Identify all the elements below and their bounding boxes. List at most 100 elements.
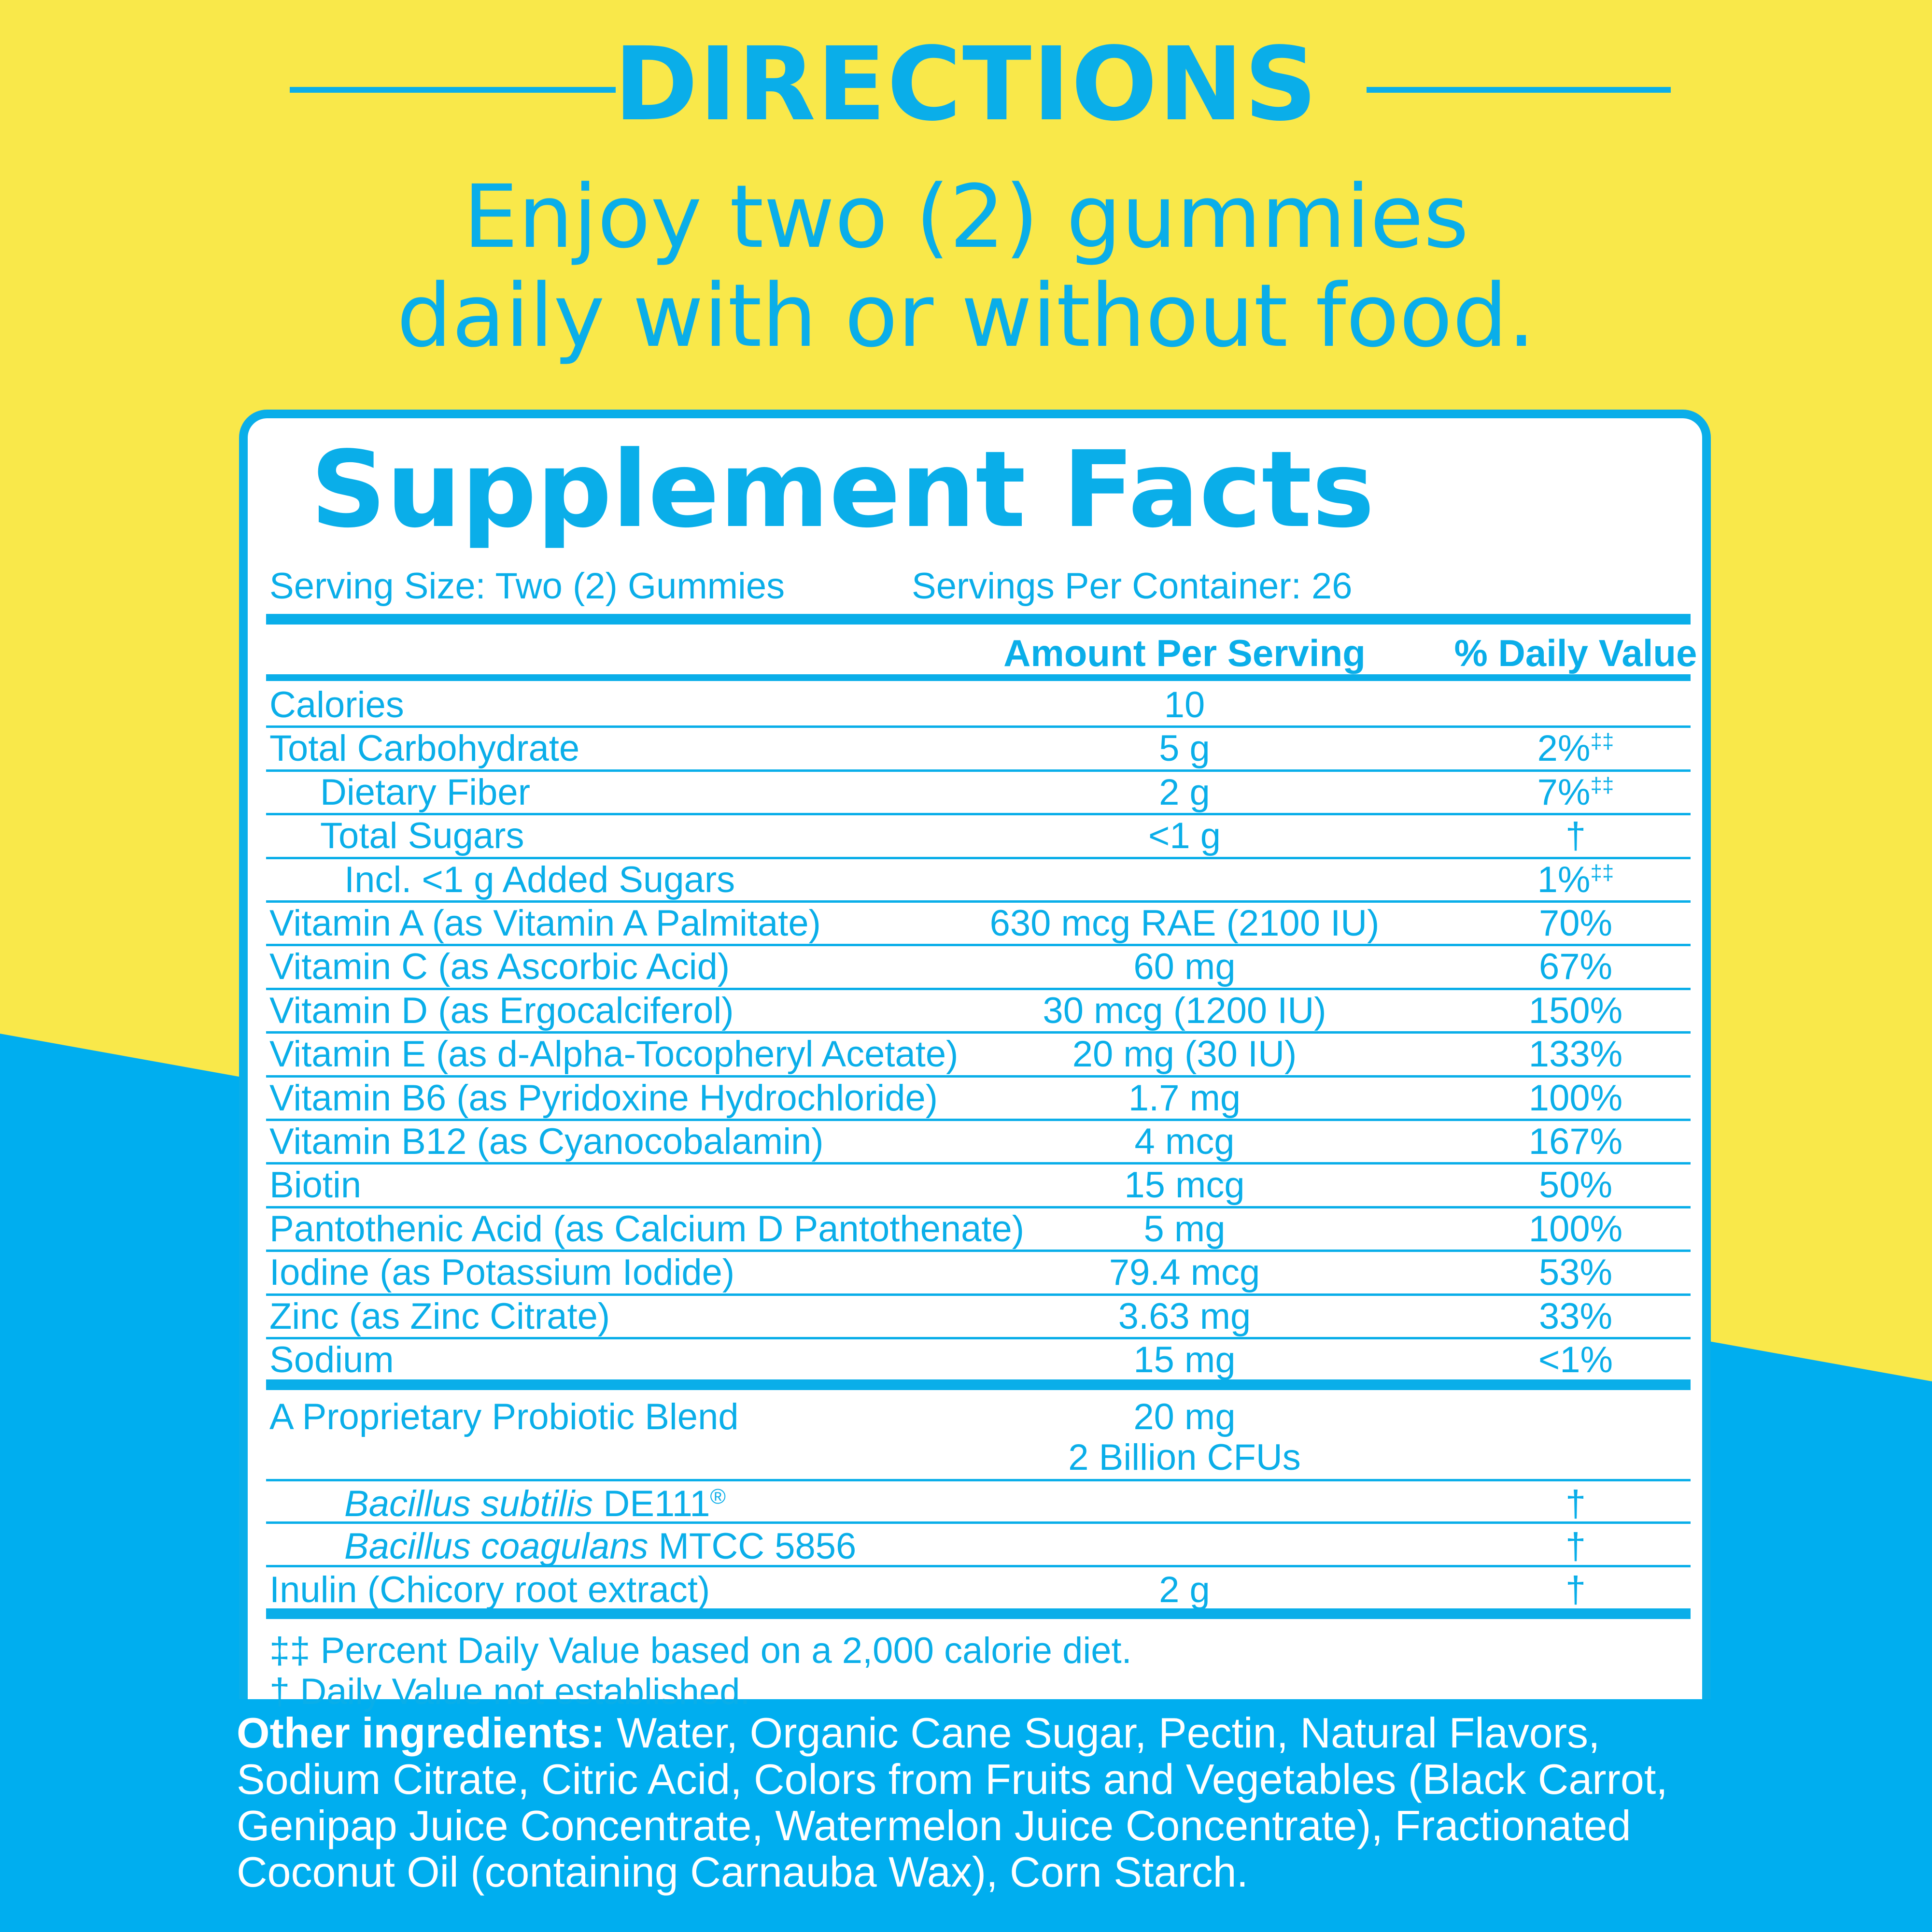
daily-value-number: 150%	[1528, 990, 1623, 1031]
nutrient-name: Incl. <1 g Added Sugars	[344, 859, 735, 900]
nutrient-name: Vitamin D (as Ergocalciferol)	[269, 990, 734, 1031]
strain-coagulans-species: Bacillus coagulans	[344, 1526, 649, 1567]
strain-subtilis: Bacillus subtilis DE111®	[344, 1486, 726, 1522]
divider	[266, 1565, 1691, 1568]
nutrient-name: Total Sugars	[320, 815, 524, 857]
daily-value-number: 133%	[1528, 1034, 1623, 1075]
nutrient-daily-value: 7%‡‡	[1431, 774, 1720, 811]
inulin-name: Inulin (Chicory root extract)	[269, 1569, 710, 1611]
divider	[266, 1162, 1691, 1165]
divider	[266, 1031, 1691, 1034]
inulin-dv: †	[1565, 1569, 1586, 1611]
nutrient-amount: 3.63 mg	[1118, 1295, 1251, 1337]
divider-thick	[266, 614, 1691, 625]
directions-line-1: Enjoy two (2) gummies	[463, 167, 1469, 268]
other-ingredients-label: Other ingredients:	[237, 1709, 605, 1757]
other-ingredients-text: Water, Organic Cane Sugar, Pectin, Natur…	[237, 1709, 1668, 1896]
daily-value-number: 33%	[1538, 1295, 1613, 1337]
nutrient-amount: <1 g	[1148, 815, 1221, 857]
nutrient-name: Vitamin E (as d-Alpha-Tocopheryl Acetate…	[269, 1034, 959, 1075]
column-header-amount: Amount Per Serving	[1003, 632, 1366, 674]
nutrient-name: Vitamin B12 (as Cyanocobalamin)	[269, 1121, 824, 1162]
daily-value-number: 167%	[1528, 1121, 1623, 1162]
divider	[266, 944, 1691, 947]
nutrient-amount: 5 g	[1159, 728, 1210, 769]
blend-amount: 20 mg	[1133, 1396, 1236, 1438]
nutrient-amount: 630 mcg RAE (2100 IU)	[989, 903, 1380, 944]
directions-title: DIRECTIONS	[614, 25, 1318, 143]
nutrient-name: Total Carbohydrate	[269, 728, 580, 769]
double-dagger-mark: ‡‡	[1590, 729, 1614, 753]
daily-value-number: †	[1565, 815, 1586, 857]
nutrient-amount: 5 mg	[1143, 1208, 1226, 1250]
nutrient-amount: 79.4 mcg	[1109, 1252, 1260, 1293]
strain-subtilis-code: DE111	[593, 1483, 710, 1525]
nutrient-amount: 60 mg	[1133, 946, 1236, 988]
nutrient-amount: 10	[1164, 684, 1205, 725]
divider	[266, 813, 1691, 816]
daily-value-number: 7%	[1537, 771, 1591, 813]
divider	[266, 725, 1691, 728]
serving-size: Serving Size: Two (2) Gummies	[269, 566, 785, 607]
nutrient-daily-value: 100%	[1431, 1208, 1720, 1250]
divider	[266, 900, 1691, 903]
daily-value-number: 50%	[1538, 1165, 1613, 1206]
nutrient-daily-value: <1%	[1431, 1342, 1720, 1378]
nutrient-daily-value: 167%	[1431, 1123, 1720, 1160]
daily-value-number: 100%	[1528, 1077, 1623, 1119]
registered-mark: ®	[710, 1485, 726, 1509]
nutrient-name: Vitamin A (as Vitamin A Palmitate)	[269, 903, 821, 944]
daily-value-number: 70%	[1538, 903, 1613, 944]
daily-value-number: <1%	[1538, 1339, 1613, 1380]
divider-thick	[266, 1608, 1691, 1619]
divider-header	[266, 674, 1691, 681]
directions-rule-left	[290, 87, 616, 93]
nutrient-daily-value: †	[1431, 818, 1720, 854]
daily-value-number: 100%	[1528, 1208, 1623, 1250]
nutrient-name: Iodine (as Potassium Iodide)	[269, 1252, 735, 1293]
nutrient-daily-value: 50%	[1431, 1167, 1720, 1204]
daily-value-number: 2%	[1537, 728, 1591, 769]
column-header-daily-value: % Daily Value	[1454, 632, 1697, 674]
daily-value-number: 53%	[1538, 1252, 1613, 1293]
supplement-facts-title: Supplement Facts	[310, 429, 1375, 551]
divider	[266, 1119, 1691, 1121]
nutrient-name: Dietary Fiber	[320, 771, 530, 813]
divider	[266, 1521, 1691, 1524]
strain-subtilis-dv: †	[1565, 1483, 1586, 1525]
daily-value-number: 67%	[1538, 946, 1613, 988]
nutrient-name: Zinc (as Zinc Citrate)	[269, 1295, 610, 1337]
blend-name: A Proprietary Probiotic Blend	[269, 1396, 739, 1438]
directions-rule-right	[1367, 87, 1671, 93]
nutrient-daily-value: 33%	[1431, 1298, 1720, 1335]
footnote-percent-dv: ‡‡ Percent Daily Value based on a 2,000 …	[269, 1630, 1132, 1672]
nutrient-daily-value: 133%	[1431, 1036, 1720, 1073]
nutrient-amount: 20 mg (30 IU)	[1072, 1034, 1297, 1075]
nutrient-name: Vitamin B6 (as Pyridoxine Hydrochloride)	[269, 1077, 938, 1119]
strain-coagulans-code: MTCC 5856	[648, 1526, 857, 1567]
double-dagger-mark: ‡‡	[1590, 860, 1614, 884]
nutrient-name: Pantothenic Acid (as Calcium D Pantothen…	[269, 1208, 1025, 1250]
nutrient-daily-value: 2%‡‡	[1431, 730, 1720, 767]
nutrient-daily-value: 1%‡‡	[1431, 859, 1720, 900]
divider	[266, 1206, 1691, 1208]
nutrient-amount: 1.7 mg	[1128, 1077, 1241, 1119]
footnote-dv-not-established: † Daily Value not established.	[269, 1671, 750, 1713]
strain-coagulans-dv: †	[1565, 1526, 1586, 1567]
nutrient-daily-value: 70%	[1431, 905, 1720, 942]
blend-cfu: 2 Billion CFUs	[1068, 1437, 1301, 1478]
divider	[266, 1337, 1691, 1339]
divider	[266, 1293, 1691, 1296]
nutrient-amount: 4 mcg	[1134, 1121, 1235, 1162]
nutrient-amount: 15 mg	[1133, 1339, 1236, 1380]
inulin-amount: 2 g	[1159, 1569, 1210, 1611]
nutrient-name: Sodium	[269, 1339, 394, 1380]
servings-per-container: Servings Per Container: 26	[912, 566, 1353, 607]
double-dagger-mark: ‡‡	[1590, 773, 1614, 797]
divider	[266, 987, 1691, 990]
other-ingredients: Other ingredients: Water, Organic Cane S…	[237, 1710, 1734, 1895]
supplement-facts-panel: Supplement Facts Serving Size: Two (2) G…	[239, 410, 1711, 1710]
divider	[266, 1075, 1691, 1078]
nutrient-daily-value: 67%	[1431, 949, 1720, 985]
daily-value-number: 1%	[1537, 859, 1591, 900]
